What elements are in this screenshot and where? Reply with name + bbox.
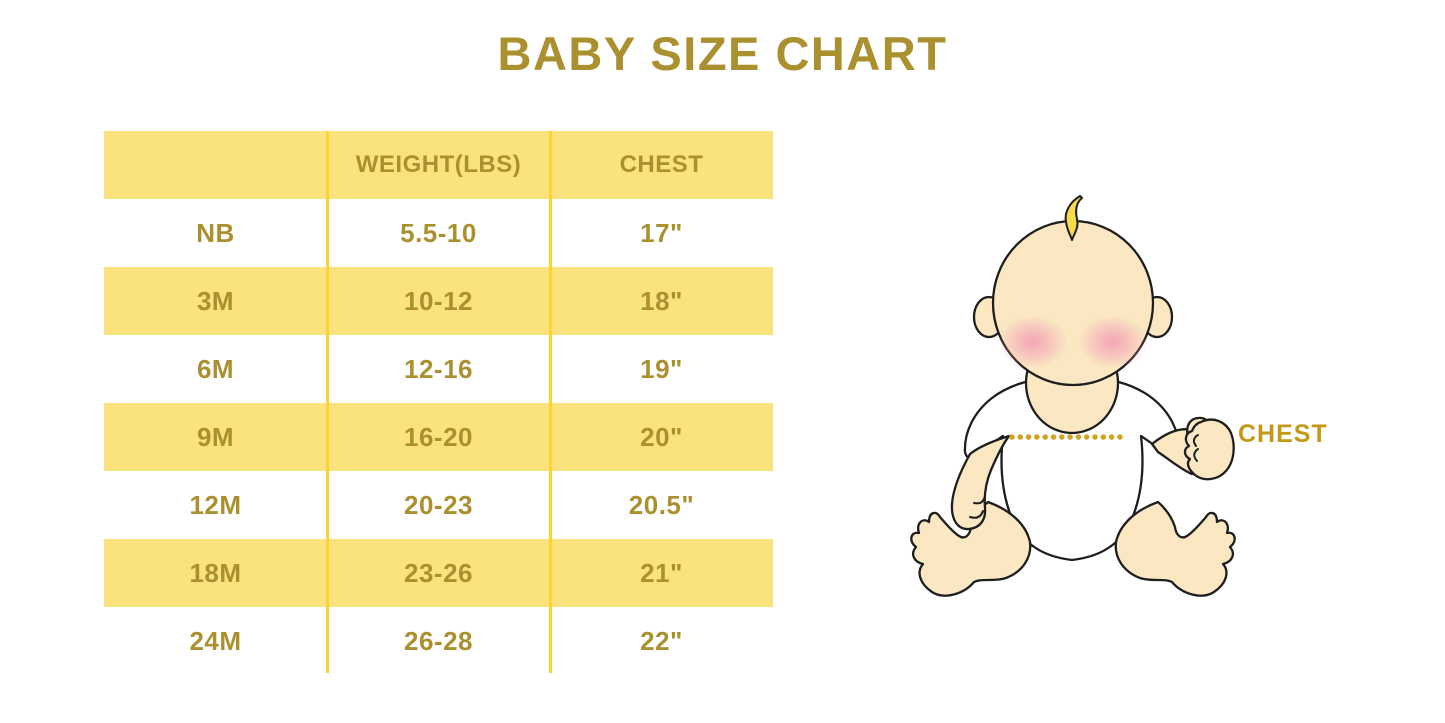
chest-measurement-label: CHEST: [1238, 420, 1328, 448]
baby-hair-curl: [1064, 195, 1083, 241]
weight-cell: 16-20: [404, 421, 473, 452]
baby-left-hand-fingers: [973, 495, 986, 505]
column-divider: [326, 131, 329, 673]
size-cell: 12M: [189, 489, 242, 520]
header-cell-weight: WEIGHT(LBS): [355, 151, 522, 178]
weight-cell: 26-28: [404, 625, 473, 656]
table-row: 12M 20-23 20.5": [104, 471, 773, 539]
chest-cell: 17": [640, 217, 683, 248]
weight-cell: 5.5-10: [400, 217, 477, 248]
baby-left-arm: [950, 434, 1011, 531]
table-row: 24M 26-28 22": [104, 607, 773, 675]
column-divider: [549, 131, 552, 673]
size-chart-table: WEIGHT(LBS) CHEST NB 5.5-10 17" 3M 10-12…: [104, 131, 773, 675]
table-row: 9M 16-20 20": [104, 403, 773, 471]
weight-cell: 20-23: [404, 489, 473, 520]
table-row: 3M 10-12 18": [104, 267, 773, 335]
baby-fist-knuckles: [1192, 434, 1199, 447]
table-header-row: WEIGHT(LBS) CHEST: [104, 131, 773, 199]
baby-right-fist: [1183, 418, 1235, 481]
baby-fist-knuckles: [1193, 448, 1199, 462]
size-cell: NB: [196, 217, 235, 248]
size-cell: 24M: [189, 625, 242, 656]
chest-cell: 21": [640, 557, 683, 588]
baby-right-cheek-blush: [1078, 315, 1148, 369]
table-row: 6M 12-16 19": [104, 335, 773, 403]
header-cell-size: [104, 131, 327, 199]
size-cell: 9M: [196, 421, 235, 452]
baby-illustration: [910, 195, 1236, 597]
baby-right-leg: [1114, 500, 1236, 597]
table-row: 18M 23-26 21": [104, 539, 773, 607]
baby-left-hand-fingers: [969, 510, 984, 519]
header-cell-chest: CHEST: [619, 151, 704, 178]
chest-cell: 19": [640, 353, 683, 384]
weight-cell: 10-12: [404, 285, 473, 316]
size-cell: 6M: [196, 353, 235, 384]
page-title: BABY SIZE CHART: [497, 27, 948, 80]
baby-left-leg: [910, 500, 1032, 597]
size-cell: 3M: [196, 285, 235, 316]
chest-cell: 20.5": [628, 489, 695, 520]
table-row: NB 5.5-10 17": [104, 199, 773, 267]
chest-cell: 22": [640, 625, 683, 656]
baby-left-cheek-blush: [998, 315, 1068, 369]
weight-cell: 12-16: [404, 353, 473, 384]
weight-cell: 23-26: [404, 557, 473, 588]
size-cell: 18M: [189, 557, 242, 588]
chest-cell: 18": [640, 285, 683, 316]
chest-cell: 20": [640, 421, 683, 452]
